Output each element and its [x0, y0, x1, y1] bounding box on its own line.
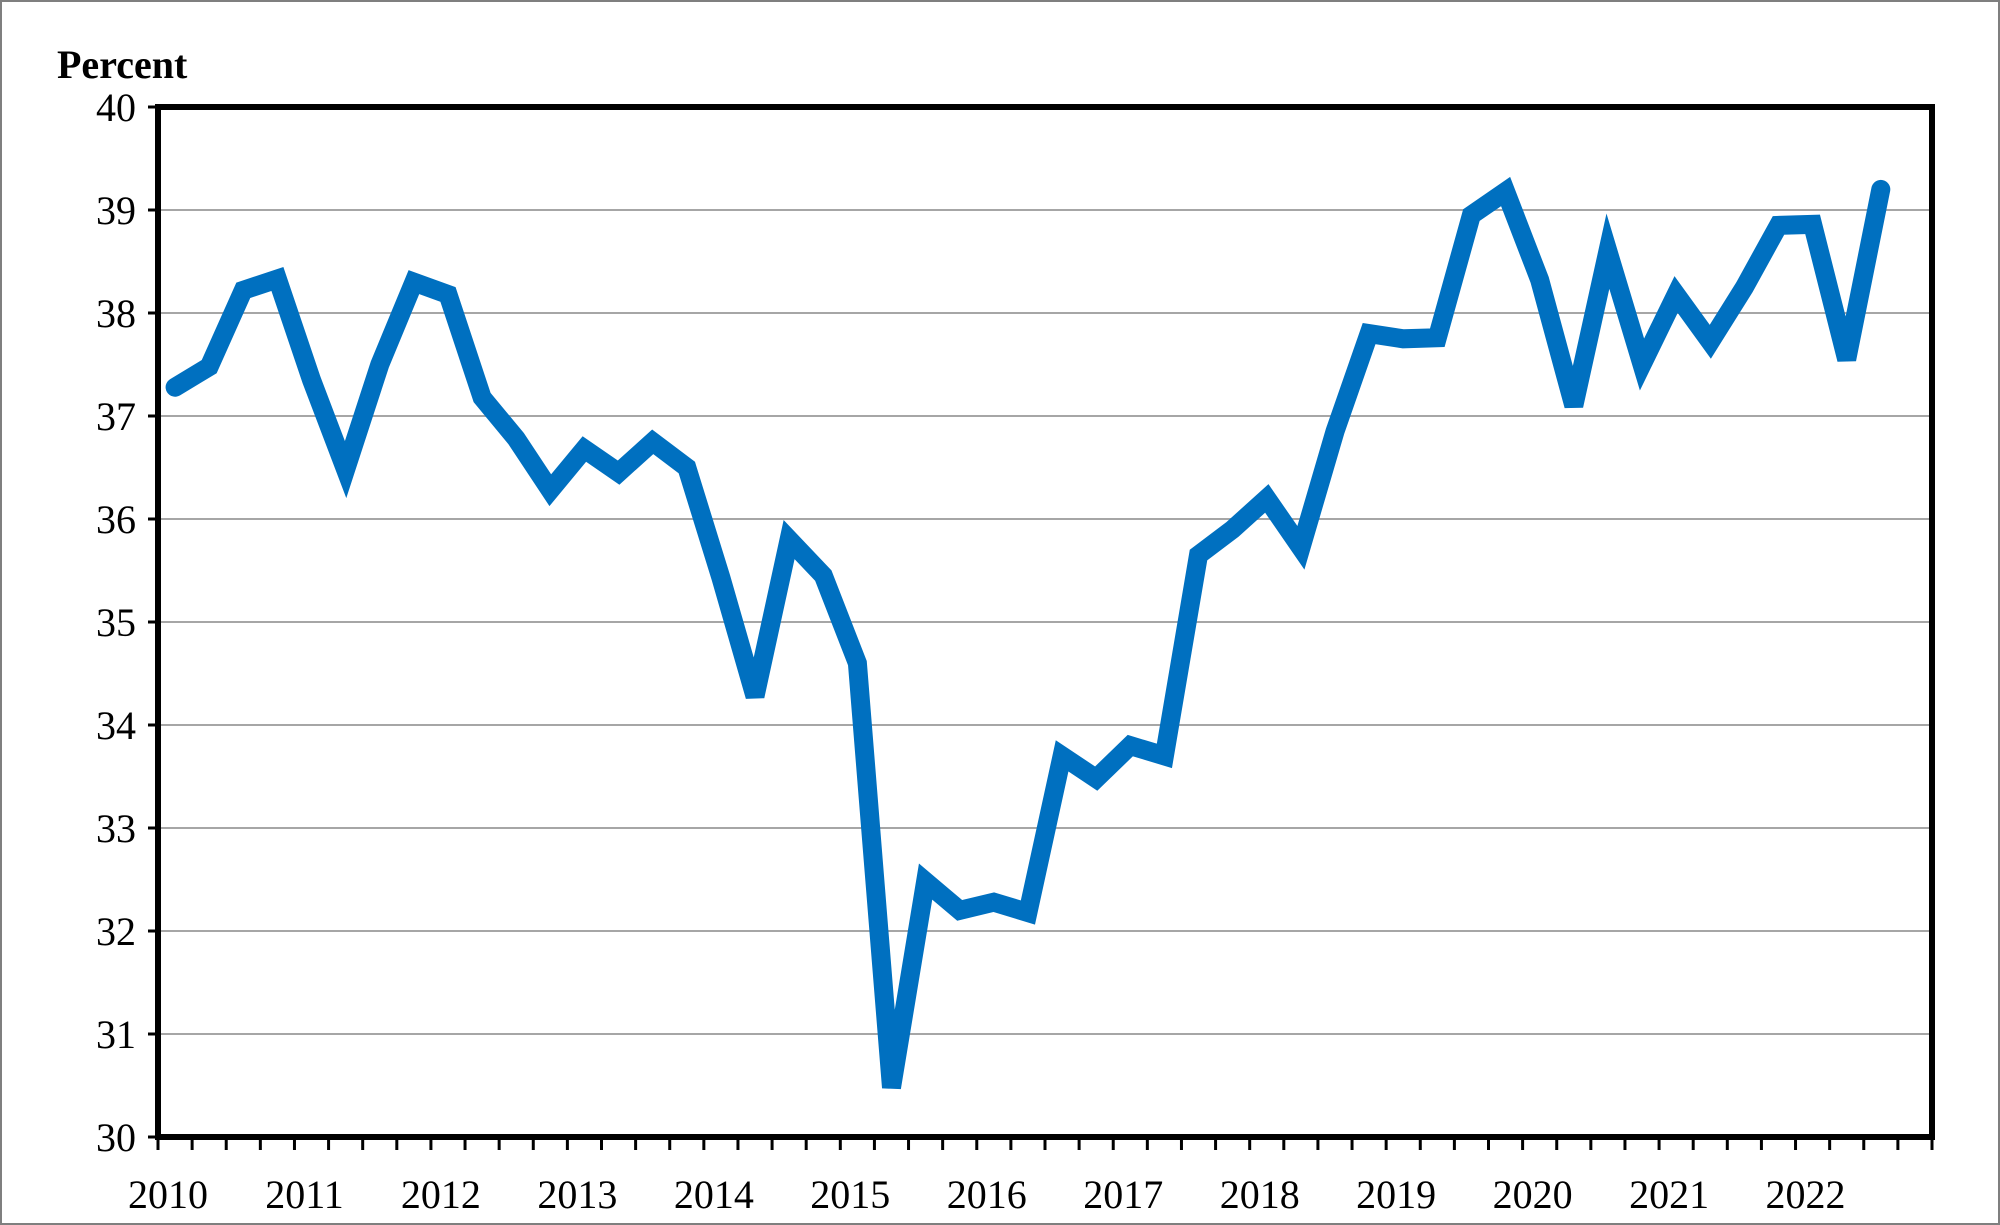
x-tick-label: 2015 — [810, 1172, 890, 1217]
y-axis-label: Percent — [57, 42, 188, 87]
series-line — [165, 176, 1891, 1090]
x-tick-label: 2017 — [1083, 1172, 1163, 1217]
x-tick-label: 2019 — [1356, 1172, 1436, 1217]
y-tick-label: 40 — [96, 85, 136, 130]
y-tick-label: 33 — [96, 806, 136, 851]
y-tick-label: 39 — [96, 188, 136, 233]
y-tick-label: 32 — [96, 909, 136, 954]
y-tick-label: 38 — [96, 291, 136, 336]
x-tick-label: 2020 — [1493, 1172, 1573, 1217]
x-tick-label: 2016 — [947, 1172, 1027, 1217]
y-tick-label: 31 — [96, 1012, 136, 1057]
y-tick-label: 35 — [96, 600, 136, 645]
x-tick-label: 2021 — [1629, 1172, 1709, 1217]
x-tick-label: 2014 — [674, 1172, 754, 1217]
x-tick-label: 2012 — [401, 1172, 481, 1217]
x-tick-label: 2013 — [537, 1172, 617, 1217]
x-axis: 2010 2011 2012 2013 2014 2015 2016 2017 2018 2019… — [128, 1137, 1934, 1217]
gridlines — [158, 209, 1932, 1035]
x-tick-label: 2018 — [1220, 1172, 1300, 1217]
y-axis: 30 31 32 33 34 35 36 37 38 39 40 — [96, 85, 158, 1160]
x-tick-label: 2011 — [265, 1172, 344, 1217]
y-tick-label: 30 — [96, 1115, 136, 1160]
x-tick-label: 2022 — [1766, 1172, 1846, 1217]
y-tick-label: 34 — [96, 703, 136, 748]
y-tick-label: 37 — [96, 394, 136, 439]
y-tick-label: 36 — [96, 497, 136, 542]
x-tick-label: 2010 — [128, 1172, 208, 1217]
